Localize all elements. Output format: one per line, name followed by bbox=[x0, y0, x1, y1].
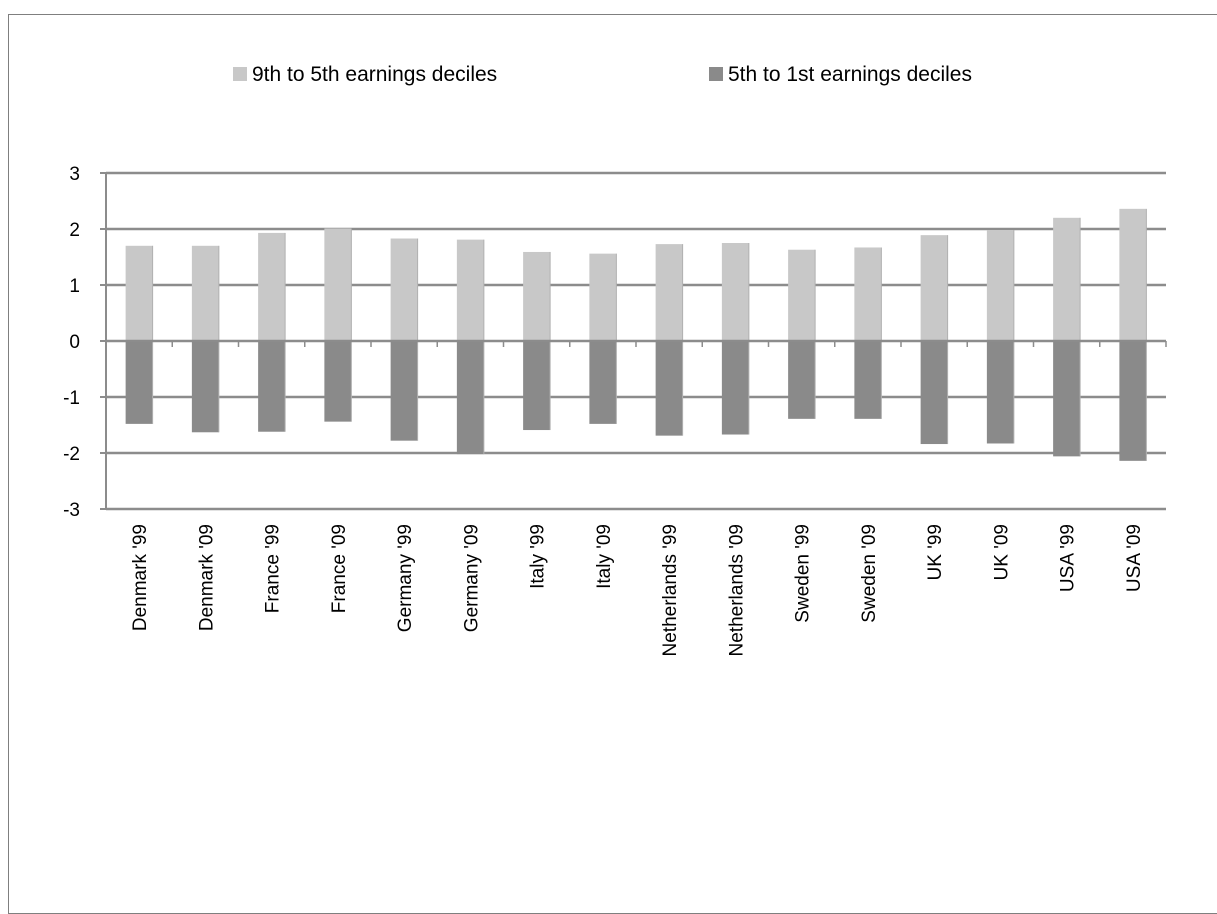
bar-series-1-9 bbox=[721, 243, 749, 341]
x-tick-label: Germany '99 bbox=[395, 524, 416, 632]
x-tick-label: Netherlands '09 bbox=[726, 524, 747, 657]
bar-series-1-10 bbox=[788, 249, 816, 341]
bar-series-2-15 bbox=[1119, 341, 1147, 461]
x-tick-label: France '09 bbox=[329, 524, 350, 613]
x-tick-label: Germany '09 bbox=[461, 524, 482, 632]
bar-series-1-1 bbox=[191, 245, 219, 341]
legend-label-series-2: 5th to 1st earnings deciles bbox=[728, 63, 972, 86]
bar-series-2-1 bbox=[191, 341, 219, 433]
chart-frame bbox=[8, 14, 1217, 914]
bar-series-2-8 bbox=[655, 341, 683, 436]
x-tick-label: Denmark '09 bbox=[196, 524, 217, 631]
x-tick-label: Sweden '09 bbox=[859, 524, 880, 623]
x-tick-label: Italy '09 bbox=[594, 524, 615, 589]
bar-series-1-14 bbox=[1053, 217, 1081, 341]
x-tick-label: USA '09 bbox=[1124, 524, 1145, 592]
legend-label-series-1: 9th to 5th earnings deciles bbox=[252, 63, 497, 86]
x-tick-label: UK '09 bbox=[991, 524, 1012, 580]
bar-series-1-12 bbox=[920, 235, 948, 341]
bar-series-2-10 bbox=[788, 341, 816, 419]
x-tick-label: France '99 bbox=[263, 524, 284, 613]
bar-series-1-0 bbox=[125, 245, 153, 341]
x-tick-label: USA '99 bbox=[1058, 524, 1079, 592]
x-tick-label: Denmark '99 bbox=[130, 524, 151, 631]
bar-series-1-13 bbox=[986, 230, 1014, 341]
bar-series-2-14 bbox=[1053, 341, 1081, 457]
y-tick-label: -3 bbox=[63, 500, 80, 521]
bar-series-2-2 bbox=[258, 341, 286, 432]
bar-series-2-12 bbox=[920, 341, 948, 445]
x-tick-label: Italy '99 bbox=[528, 524, 549, 589]
bar-series-1-11 bbox=[854, 247, 882, 341]
bar-series-1-8 bbox=[655, 244, 683, 341]
bar-series-1-15 bbox=[1119, 208, 1147, 341]
x-tick-label: Netherlands '99 bbox=[660, 524, 681, 657]
bar-series-1-5 bbox=[456, 239, 484, 341]
y-tick-label: 0 bbox=[69, 332, 80, 353]
x-axis-tick-labels: Denmark '99 Denmark '09 France '99 France '… bbox=[130, 524, 1145, 657]
bar-series-1-2 bbox=[258, 232, 286, 341]
bar-series-1-7 bbox=[589, 253, 617, 341]
bar-series-2-13 bbox=[986, 341, 1014, 444]
bar-series-2-9 bbox=[721, 341, 749, 435]
axes bbox=[100, 172, 1167, 510]
x-tick-label: Sweden '99 bbox=[793, 524, 814, 623]
bar-series-1-6 bbox=[523, 251, 551, 341]
y-tick-label: 2 bbox=[69, 220, 80, 241]
legend-swatch-series-1 bbox=[233, 67, 247, 81]
y-axis-tick-labels: 3 2 1 0 -1 -2 -3 bbox=[63, 164, 80, 521]
bar-chart: 9th to 5th earnings deciles 5th to 1st e… bbox=[63, 63, 1167, 657]
bar-series-2-3 bbox=[324, 341, 352, 422]
bar-series-2-5 bbox=[456, 341, 484, 455]
y-tick-label: -2 bbox=[63, 444, 80, 465]
bar-series-2-11 bbox=[854, 341, 882, 419]
bar-series-1-3 bbox=[324, 228, 352, 341]
bar-series-1-4 bbox=[390, 238, 418, 341]
bar-series-2-7 bbox=[589, 341, 617, 424]
legend: 9th to 5th earnings deciles 5th to 1st e… bbox=[233, 63, 972, 86]
x-tick-label: UK '99 bbox=[925, 524, 946, 580]
y-tick-label: -1 bbox=[63, 388, 80, 409]
bar-series-2-6 bbox=[523, 341, 551, 431]
bar-series-2-0 bbox=[125, 341, 153, 424]
y-tick-label: 3 bbox=[69, 164, 80, 185]
y-tick-label: 1 bbox=[69, 276, 80, 297]
bars bbox=[125, 208, 1147, 461]
legend-swatch-series-2 bbox=[709, 67, 723, 81]
bar-series-2-4 bbox=[390, 341, 418, 441]
